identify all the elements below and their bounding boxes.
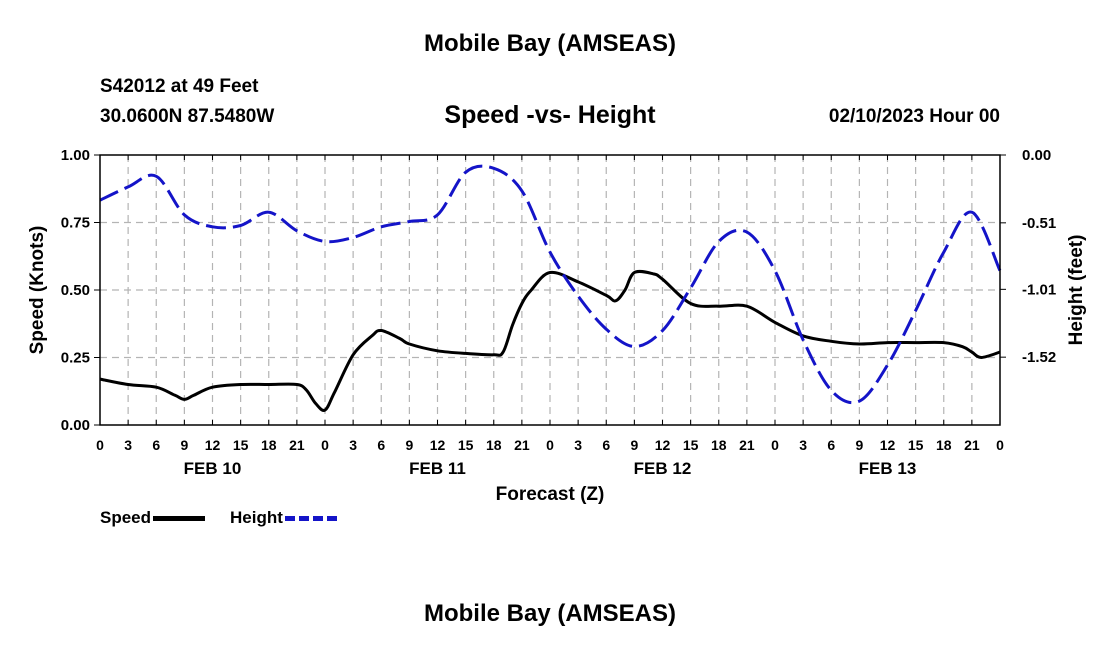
x-tick-label: 15 bbox=[683, 437, 699, 453]
station-id: S42012 at 49 Feet bbox=[100, 76, 259, 97]
y-left-axis-title: Speed (Knots) bbox=[27, 226, 48, 355]
day-label: FEB 11 bbox=[409, 459, 466, 478]
x-tick-label: 9 bbox=[180, 437, 188, 453]
legend-speed-swatch bbox=[153, 515, 206, 521]
x-tick-label: 21 bbox=[289, 437, 305, 453]
x-tick-label: 0 bbox=[96, 437, 104, 453]
x-tick-label: 15 bbox=[908, 437, 924, 453]
legend-height: Height bbox=[230, 508, 337, 528]
legend-height-label: Height bbox=[230, 508, 283, 527]
y-left-tick-label: 0.75 bbox=[61, 215, 90, 232]
day-label: FEB 12 bbox=[634, 459, 692, 478]
x-tick-label: 21 bbox=[964, 437, 980, 453]
x-tick-label: 0 bbox=[996, 437, 1004, 453]
day-label: FEB 13 bbox=[859, 459, 917, 478]
y-left-tick-label: 0.25 bbox=[61, 350, 90, 367]
x-tick-label: 3 bbox=[799, 437, 807, 453]
x-tick-label: 9 bbox=[855, 437, 863, 453]
plot-frame bbox=[99, 154, 1001, 426]
y-right-tick-label: -1.52 bbox=[1022, 349, 1056, 366]
y-left-tick-label: 1.00 bbox=[61, 147, 90, 164]
x-tick-label: 18 bbox=[486, 437, 502, 453]
x-tick-label: 6 bbox=[377, 437, 385, 453]
y-right-axis-title: Height (feet) bbox=[1066, 235, 1087, 346]
x-tick-label: 9 bbox=[630, 437, 638, 453]
station-coordinates: 30.0600N 87.5480W bbox=[100, 106, 275, 127]
x-tick-label: 6 bbox=[827, 437, 835, 453]
y-right-tick-label: -0.51 bbox=[1022, 215, 1056, 232]
series-line-height bbox=[99, 164, 1002, 405]
x-tick-label: 0 bbox=[546, 437, 554, 453]
x-tick-label: 12 bbox=[430, 437, 446, 453]
chart-title: Speed -vs- Height bbox=[444, 101, 656, 129]
x-tick-label: 21 bbox=[739, 437, 755, 453]
x-tick-label: 12 bbox=[655, 437, 671, 453]
y-right-tick-label: 0.00 bbox=[1022, 147, 1051, 164]
x-tick-label: 12 bbox=[205, 437, 221, 453]
x-tick-label: 3 bbox=[349, 437, 357, 453]
x-tick-label: 3 bbox=[574, 437, 582, 453]
x-tick-label: 12 bbox=[880, 437, 896, 453]
x-tick-label: 0 bbox=[321, 437, 329, 453]
footer-title: Mobile Bay (AMSEAS) bbox=[423, 600, 677, 627]
x-tick-label: 18 bbox=[936, 437, 952, 453]
page-title: Mobile Bay (AMSEAS) bbox=[423, 30, 677, 57]
x-tick-label: 0 bbox=[771, 437, 779, 453]
forecast-date: 02/10/2023 Hour 00 bbox=[828, 106, 1000, 127]
x-tick-label: 6 bbox=[602, 437, 610, 453]
x-axis-title: Forecast (Z) bbox=[496, 484, 605, 505]
y-right-tick-label: -1.01 bbox=[1022, 281, 1056, 298]
legend-height-swatch bbox=[284, 515, 337, 521]
x-tick-label: 21 bbox=[514, 437, 530, 453]
legend-speed-label: Speed bbox=[100, 508, 152, 527]
x-tick-label: 9 bbox=[405, 437, 413, 453]
x-tick-label: 18 bbox=[711, 437, 727, 453]
x-tick-label: 15 bbox=[458, 437, 474, 453]
x-tick-label: 6 bbox=[152, 437, 160, 453]
y-left-tick-label: 0.50 bbox=[61, 282, 90, 299]
series-line-speed bbox=[99, 269, 1001, 412]
x-tick-label: 3 bbox=[124, 437, 132, 453]
legend-speed: Speed bbox=[100, 508, 206, 528]
day-label: FEB 10 bbox=[184, 459, 242, 478]
x-tick-label: 15 bbox=[233, 437, 249, 453]
x-tick-label: 18 bbox=[261, 437, 277, 453]
y-left-tick-label: 0.00 bbox=[61, 417, 90, 434]
